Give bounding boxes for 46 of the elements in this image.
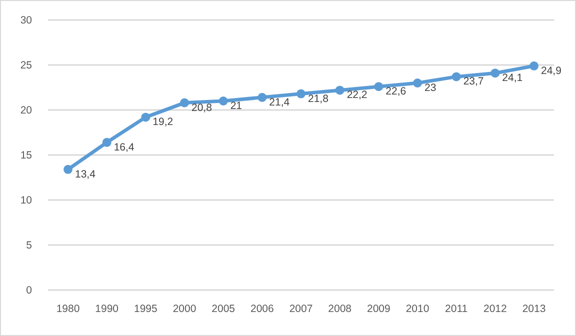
x-tick-label: 1995 — [134, 303, 158, 315]
point — [141, 112, 150, 122]
data-label: 20,8 — [192, 102, 212, 114]
data-label: 21 — [230, 100, 242, 112]
x-tick-label: 2013 — [522, 303, 546, 315]
point — [490, 68, 500, 78]
data-label: 21,8 — [308, 92, 329, 105]
y-tick-label: 5 — [26, 240, 32, 252]
x-tick-label: 2007 — [289, 303, 313, 315]
y-tick-label: 15 — [20, 150, 32, 162]
data-label: 24,9 — [541, 64, 562, 77]
point — [374, 82, 384, 92]
x-tick-label: 2000 — [172, 303, 196, 315]
data-label: 19,2 — [152, 116, 174, 128]
point — [335, 86, 344, 95]
point — [296, 89, 306, 98]
y-tick-label: 0 — [26, 284, 32, 297]
y-tick-label: 20 — [20, 104, 32, 117]
data-label: 21,4 — [269, 96, 290, 108]
point — [102, 138, 112, 147]
x-tick-label: 1990 — [95, 303, 119, 315]
point — [413, 78, 422, 88]
data-label: 24,1 — [502, 72, 523, 84]
y-tick-label: 10 — [20, 194, 32, 207]
y-tick-label: 30 — [20, 14, 32, 27]
data-label: 23,7 — [463, 76, 484, 88]
data-label: 16,4 — [114, 141, 134, 154]
x-tick-label: 2006 — [250, 303, 274, 315]
point — [218, 96, 228, 106]
x-tick-label: 2012 — [483, 303, 508, 315]
y-tick-label: 25 — [20, 60, 32, 72]
x-tick-label: 2010 — [406, 303, 430, 315]
x-tick-label: 2008 — [328, 303, 352, 315]
point — [452, 72, 461, 82]
data-label: 23 — [424, 82, 436, 94]
x-tick-label: 1980 — [56, 303, 80, 315]
point — [180, 98, 189, 108]
x-tick-label: 2005 — [212, 303, 236, 315]
data-label: 22,6 — [386, 86, 406, 98]
x-tick-label: 2011 — [445, 303, 468, 315]
point — [530, 61, 538, 70]
point — [64, 164, 72, 174]
point — [258, 92, 267, 102]
x-tick-label: 2009 — [366, 303, 391, 315]
data-label: 13,4 — [75, 168, 96, 180]
data-label: 22,2 — [346, 89, 368, 102]
